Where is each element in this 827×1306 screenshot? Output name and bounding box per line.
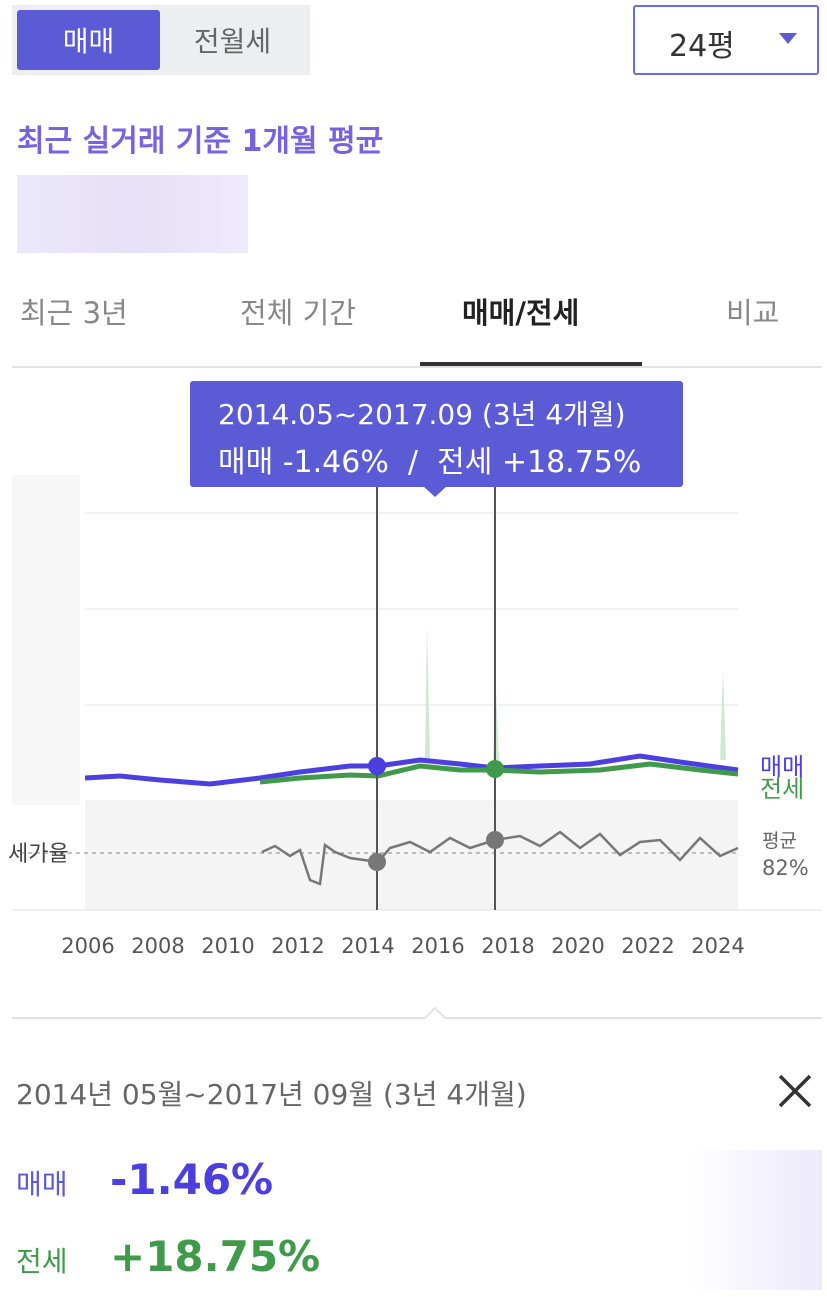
ratio-area [85,802,738,910]
panel-divider [12,1006,822,1019]
ratio-point [486,831,504,849]
ratio-point [368,853,386,871]
period-tab-active[interactable]: 매매/전세 [462,296,580,330]
tooltip: 2014.05~2017.09 (3년 4개월) 매매 -1.46% / 전세 … [190,381,683,487]
period-tab[interactable]: 최근 3년 [20,296,128,330]
x-tick-label: 2024 [691,934,744,958]
size-select-label: 24평 [669,29,735,64]
x-tick-label: 2018 [481,934,534,958]
series-label: 매매 [760,753,804,781]
x-tick-label: 2012 [271,934,324,958]
x-tick-label: 2022 [621,934,674,958]
blurred-price [17,175,248,253]
detail-label: 매매 [16,1168,68,1201]
x-tick-label: 2014 [341,934,394,958]
chart: 매매 전세 세가율 평균 82% 2006 2008 2010 2012 2014 201… [8,475,822,1019]
dropdown-arrow [779,33,797,44]
ratio-label: 세가율 [8,842,69,867]
period-tab[interactable]: 전체 기간 [240,296,356,330]
size-select[interactable]: 24평 [633,5,819,75]
detail-label: 전세 [16,1245,68,1278]
sale-point [368,757,386,775]
series-label: 전세 [760,775,804,803]
close-button[interactable] [778,1074,812,1108]
tab-sale[interactable]: 매매 [17,10,160,70]
tab-divider [12,366,822,368]
blurred-ad [690,1150,822,1290]
sale-line [84,753,739,787]
detail-period: 2014년 05월~2017년 09월 (3년 4개월) [16,1078,527,1111]
volume-spikes [425,625,726,760]
detail-change: +18.75% [110,1232,321,1281]
tooltip-period: 2014.05~2017.09 (3년 4개월) [218,398,626,431]
subtitle: 최근 실거래 기준 1개월 평균 [17,124,384,159]
tooltip-summary: 매매 -1.46% / 전세 +18.75% [218,445,642,480]
blurred-axis [12,475,80,805]
tab-rent[interactable]: 전월세 [193,25,272,58]
x-tick-label: 2008 [131,934,184,958]
x-tick-label: 2010 [201,934,254,958]
average-label: 평균 [762,830,797,852]
jeonse-line [259,761,739,785]
x-tick-label: 2020 [551,934,604,958]
detail-change: -1.46% [110,1155,274,1204]
tab-underline [420,362,642,366]
jeonse-point [486,760,504,778]
x-tick-label: 2016 [411,934,464,958]
tooltip-arrow [423,486,447,497]
average-value: 82% [762,856,809,880]
x-tick-label: 2006 [61,934,114,958]
ratio-line [261,830,739,886]
period-tab[interactable]: 비교 [726,296,780,330]
